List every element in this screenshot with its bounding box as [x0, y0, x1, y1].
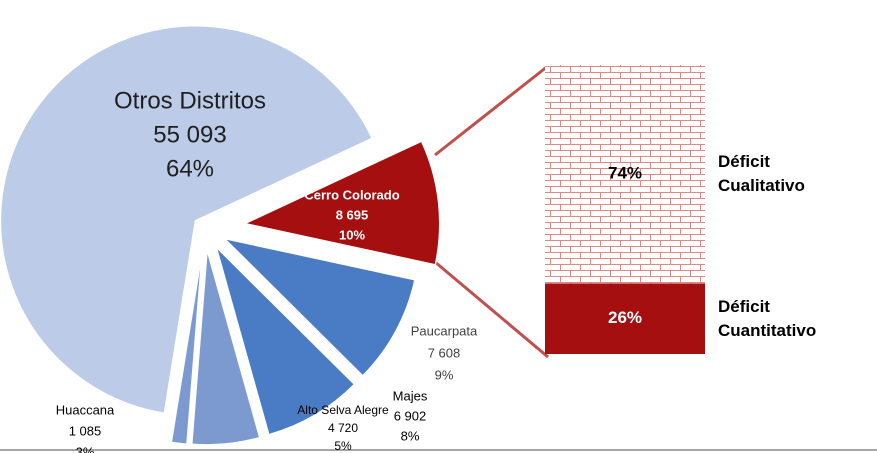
bar-value-label: 74%	[608, 164, 642, 183]
bar-segment	[545, 65, 705, 284]
legend-label: Déficit Cualitativo	[718, 152, 805, 196]
connector	[434, 260, 549, 359]
slice-label: Majes	[393, 388, 428, 403]
slice-value: 6 902	[394, 408, 427, 423]
slice-percent: 9%	[435, 367, 454, 382]
legend-label: Déficit Cuantitativo	[718, 296, 817, 340]
slice-percent: 3%	[76, 444, 95, 453]
slice-percent: 10%	[339, 227, 365, 242]
slice-label: Paucarpata	[411, 323, 478, 338]
slice-label: Huaccana	[56, 402, 115, 417]
pie-slice	[214, 244, 356, 436]
slice-percent: 8%	[401, 428, 420, 443]
pie-slice	[221, 237, 416, 377]
pie-slice	[0, 25, 374, 415]
slice-value: 1 085	[69, 423, 102, 438]
slice-percent: 64%	[166, 155, 214, 182]
pie-slice	[170, 249, 204, 446]
slice-label: Cerro Colorado	[304, 187, 399, 202]
bar-segment	[545, 283, 705, 354]
connector	[434, 64, 549, 157]
slice-value: 55 093	[153, 121, 226, 148]
pie-slice	[242, 140, 441, 266]
slice-value: 7 608	[428, 345, 461, 360]
slice-label: Otros Distritos	[114, 87, 266, 114]
slice-label: Alto Selva Alegre	[297, 403, 389, 417]
slice-value: 4 720	[328, 421, 358, 435]
pie-slice	[190, 249, 261, 446]
slice-percent: 5%	[334, 439, 352, 453]
slice-value: 8 695	[336, 207, 369, 222]
bar-value-label: 26%	[608, 308, 642, 327]
